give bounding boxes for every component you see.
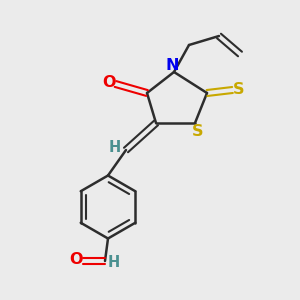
- Text: N: N: [166, 58, 179, 73]
- Text: H: H: [108, 255, 120, 270]
- Text: H: H: [109, 140, 121, 154]
- Text: O: O: [69, 252, 82, 267]
- Text: S: S: [192, 124, 203, 139]
- Text: S: S: [233, 82, 245, 98]
- Text: O: O: [102, 75, 116, 90]
